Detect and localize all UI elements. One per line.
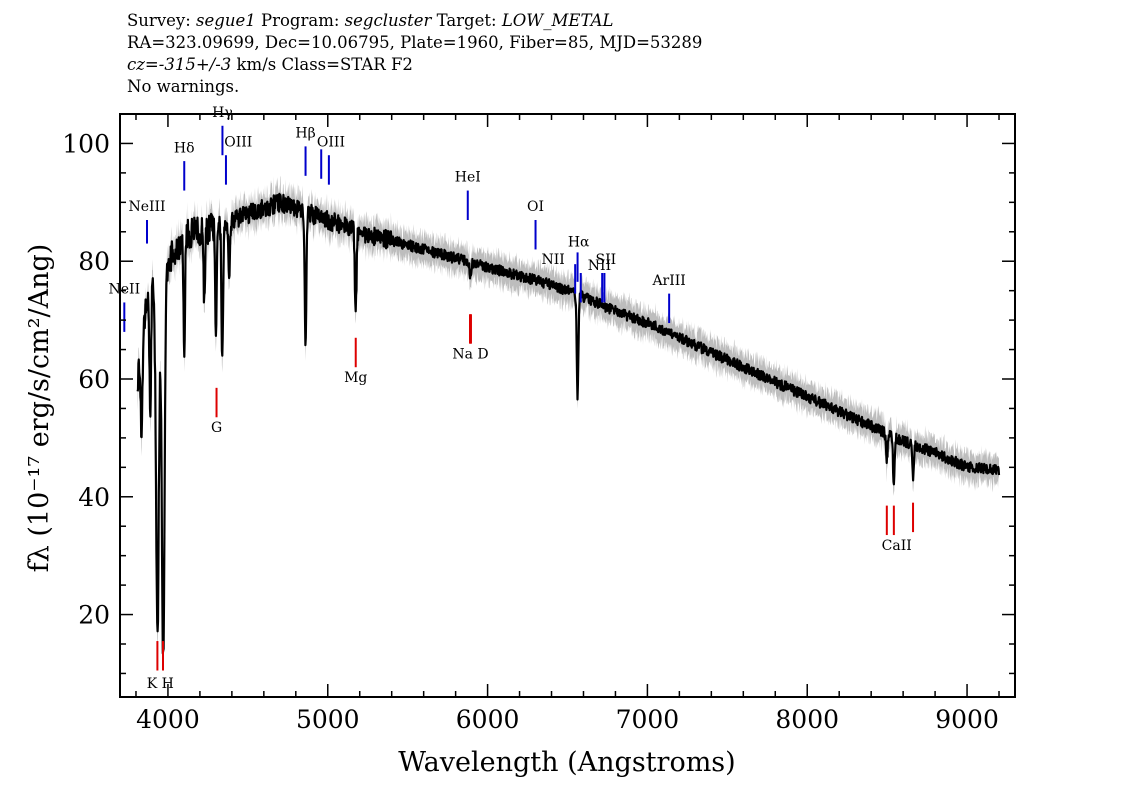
axes-group: 4000 5000 6000 7000 8000 9000 20 40 60 80 100 bbox=[62, 113, 1016, 734]
program-label: Program: bbox=[260, 11, 340, 30]
header-row-survey: Survey: segue1 Program: segcluster Targe… bbox=[127, 10, 1117, 32]
spectrum-group bbox=[136, 192, 1001, 655]
plot-frame bbox=[119, 113, 1016, 698]
y-tick-label-20: 20 bbox=[78, 601, 110, 630]
x-tick-label-6000: 6000 bbox=[456, 705, 520, 734]
line-label-hgamma: Hγ bbox=[212, 105, 233, 121]
line-label-neii: NeII bbox=[109, 282, 141, 298]
line-label-neiii: NeIII bbox=[128, 199, 165, 215]
y-tick-label-80: 80 bbox=[78, 247, 110, 276]
header-row-redshift: cz=-315+/-3 km/s Class=STAR F2 bbox=[127, 54, 1117, 76]
line-label-kh: K H bbox=[147, 676, 174, 692]
x-axis-label: Wavelength (Angstroms) bbox=[398, 747, 735, 778]
line-label-sii: SII bbox=[596, 252, 617, 268]
line-markers-group bbox=[123, 125, 915, 671]
y-tick-label-60: 60 bbox=[78, 365, 110, 394]
y-axis-label: fλ (10⁻¹⁷ erg/s/cm²/Ang) bbox=[24, 244, 55, 573]
line-label-oiii1: OIII bbox=[224, 134, 252, 150]
error-band bbox=[137, 175, 1000, 669]
cz-label: cz= bbox=[127, 55, 159, 74]
line-label-nii1: NII bbox=[541, 252, 564, 268]
survey-value: segue1 bbox=[196, 11, 256, 30]
program-value: segcluster bbox=[344, 11, 432, 30]
line-label-hdelta: Hδ bbox=[174, 140, 195, 156]
line-label-caii: CaII bbox=[882, 538, 912, 554]
line-label-hei: HeI bbox=[455, 170, 481, 186]
line-label-oi: OI bbox=[527, 199, 544, 215]
header-row-coords: RA=323.09699, Dec=10.06795, Plate=1960, … bbox=[127, 33, 703, 52]
y-tick-label-40: 40 bbox=[78, 483, 110, 512]
line-labels-group: NeIINeIIIHδHγOIIIHβOIIIHeIOINIIHαNIISIIA… bbox=[109, 105, 912, 692]
class-value: Class=STAR F2 bbox=[281, 55, 413, 74]
line-label-halpha: Hα bbox=[568, 235, 590, 251]
cz-unit: km/s bbox=[236, 55, 277, 74]
header-row-warnings: No warnings. bbox=[127, 77, 240, 96]
target-label: Target: bbox=[436, 11, 497, 30]
x-tick-label-5000: 5000 bbox=[296, 705, 360, 734]
cz-value: -315+/-3 bbox=[158, 55, 232, 74]
error-band-group bbox=[137, 175, 1000, 669]
line-label-mg: Mg bbox=[344, 370, 367, 386]
target-value: LOW_METAL bbox=[501, 11, 614, 30]
line-label-nad: Na D bbox=[452, 346, 488, 362]
survey-label: Survey: bbox=[127, 11, 191, 30]
x-tick-label-7000: 7000 bbox=[616, 705, 680, 734]
line-label-g: G bbox=[211, 420, 222, 436]
line-label-oiii2: OIII bbox=[317, 134, 345, 150]
spectrum-header: Survey: segue1 Program: segcluster Targe… bbox=[127, 10, 1117, 98]
x-tick-label-9000: 9000 bbox=[935, 705, 999, 734]
x-tick-label-8000: 8000 bbox=[775, 705, 839, 734]
spectrum-line bbox=[136, 192, 1001, 655]
line-label-nii2: NII bbox=[588, 258, 611, 274]
x-tick-label-4000: 4000 bbox=[136, 705, 200, 734]
line-label-hbeta: Hβ bbox=[295, 126, 315, 142]
y-tick-label-100: 100 bbox=[62, 129, 110, 158]
line-label-ariii: ArIII bbox=[651, 273, 685, 289]
